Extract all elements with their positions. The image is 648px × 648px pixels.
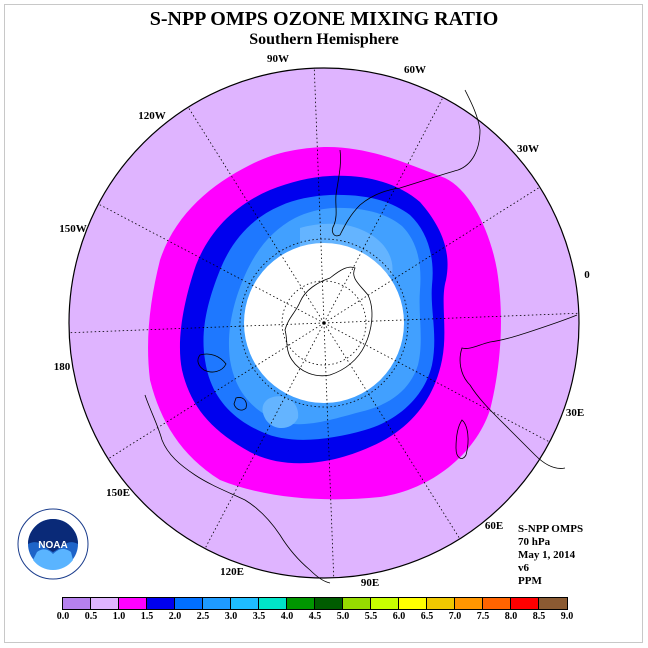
colorbar-tick-label: 2.0 [168, 611, 182, 622]
lon-label-0: 0 [584, 269, 590, 281]
meridian-line [204, 322, 325, 549]
info-date: May 1, 2014 [518, 549, 576, 561]
graticule [69, 68, 579, 578]
lon-label-120w: 120W [138, 110, 166, 122]
lon-label-60e: 60E [485, 520, 503, 532]
longitude-labels: 90W 60W 30W 0 30E 60E 90E 120E 150E 180 … [54, 53, 591, 589]
noaa-logo-text: NOAA [38, 540, 67, 551]
colorbar-tick-label: 1.5 [140, 611, 154, 622]
colorbar-swatch [315, 598, 343, 609]
lon-label-30e: 30E [566, 407, 584, 419]
info-units: PPM [518, 575, 542, 587]
meridian-line [187, 106, 325, 324]
meridian-line [323, 186, 541, 324]
colorbar-tick-label: 4.0 [280, 611, 294, 622]
colorbar-swatch [399, 598, 427, 609]
info-version: v6 [518, 562, 529, 574]
colorbar-tick-label: 6.0 [392, 611, 406, 622]
lon-label-120e: 120E [220, 566, 244, 578]
meridian-line [107, 322, 325, 460]
colorbar-swatch [203, 598, 231, 609]
lon-label-150w: 150W [59, 223, 87, 235]
colorbar-swatch [175, 598, 203, 609]
colorbar-swatch [119, 598, 147, 609]
lon-label-90e: 90E [361, 577, 379, 589]
colorbar-swatch [539, 598, 567, 609]
ozone-band-3-0b [262, 396, 299, 429]
colorbar-tick-label: 7.0 [448, 611, 462, 622]
lon-label-30w: 30W [517, 143, 539, 155]
colorbar-tick-label: 0.5 [84, 611, 98, 622]
colorbar-swatch [147, 598, 175, 609]
colorbar-swatch [287, 598, 315, 609]
tasmania-coast [233, 397, 247, 411]
image-frame [4, 4, 643, 643]
info-panel: S-NPP OMPS 70 hPa May 1, 2014 v6 PPM [518, 523, 583, 588]
lon-label-90w: 90W [267, 53, 289, 65]
map-boundary [68, 67, 580, 579]
noaa-logo: NOAA [17, 508, 89, 580]
meridian-line [323, 97, 444, 324]
meridian-line [98, 203, 325, 324]
colorbar-tick-label: 3.0 [224, 611, 238, 622]
lon-label-60w: 60W [404, 64, 426, 76]
colorbar-swatch [259, 598, 287, 609]
meridian-line [323, 322, 335, 578]
new-zealand-coast [197, 353, 227, 373]
australia-coast [144, 394, 331, 584]
colorbar-tick-label: 5.0 [336, 611, 350, 622]
meridian-line [323, 312, 579, 324]
latitude-circle [239, 238, 409, 408]
colorbar-tick-label: 0.0 [56, 611, 70, 622]
meridian-line [313, 68, 325, 324]
south-america-coast [332, 89, 481, 237]
lon-label-150e: 150E [106, 487, 130, 499]
colorbar-tick-label: 9.0 [560, 611, 574, 622]
info-level: 70 hPa [518, 536, 551, 548]
colorbar-tick-label: 6.5 [420, 611, 434, 622]
colorbar-tick-label: 5.5 [364, 611, 378, 622]
colorbar-swatch [511, 598, 539, 609]
colorbar-swatch [231, 598, 259, 609]
colorbar-tick-label: 4.5 [308, 611, 322, 622]
info-instrument: S-NPP OMPS [518, 523, 584, 535]
colorbar-tick-label: 3.5 [252, 611, 266, 622]
map-subtitle: Southern Hemisphere [249, 31, 399, 48]
latitude-circle [281, 280, 367, 366]
meridian-line [69, 322, 325, 334]
colorbar-swatch [427, 598, 455, 609]
map-title: S-NPP OMPS OZONE MIXING RATIO [149, 8, 499, 30]
colorbar-tick-label: 1.0 [112, 611, 126, 622]
colorbar-tick-label: 7.5 [476, 611, 490, 622]
colorbar-swatch [343, 598, 371, 609]
meridian-line [323, 322, 461, 540]
colorbar-swatch [483, 598, 511, 609]
antarctica-coast [284, 266, 373, 377]
colorbar [62, 597, 568, 610]
colorbar-tick-label: 8.5 [532, 611, 546, 622]
colorbar-swatch [91, 598, 119, 609]
colorbar-tick-label: 8.0 [504, 611, 518, 622]
colorbar-swatch [63, 598, 91, 609]
meridian-line [323, 322, 550, 443]
south-pole-marker [322, 321, 326, 325]
lon-label-180: 180 [54, 361, 71, 373]
africa-coast [459, 314, 578, 469]
coastlines [144, 89, 578, 584]
madagascar-coast [455, 419, 469, 459]
colorbar-swatch [371, 598, 399, 609]
colorbar-swatch [455, 598, 483, 609]
colorbar-tick-label: 2.5 [196, 611, 210, 622]
